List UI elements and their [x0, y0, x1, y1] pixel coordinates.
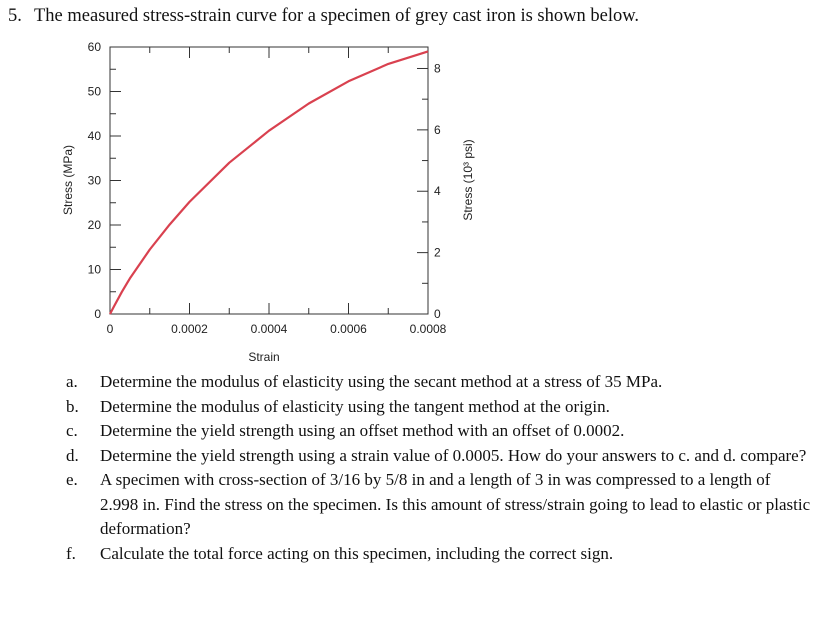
question-letter: a. — [66, 372, 78, 391]
y-tick-label: 20 — [88, 218, 102, 232]
tick-labels: 0 0.0002 0.0004 0.0006 0.0008010203040506002… — [88, 40, 447, 336]
x-axis-label: Strain — [248, 350, 279, 364]
y-tick-label: 30 — [88, 174, 102, 188]
secondary-y-axis-label: Stress (10³ psi) — [461, 139, 475, 220]
question-list: a. Determine the modulus of elasticity us… — [66, 370, 811, 566]
series-group — [109, 50, 429, 315]
question-text: Determine the yield strength using an of… — [100, 421, 625, 440]
y2-tick-label: 6 — [434, 123, 441, 137]
question-item: e. A specimen with cross-section of 3/16 … — [66, 468, 811, 542]
question-text: A specimen with cross-section of 3/16 by… — [100, 470, 811, 538]
y-tick-label: 40 — [88, 129, 102, 143]
question-item: a. Determine the modulus of elasticity us… — [66, 370, 811, 395]
stress-strain-curve — [109, 50, 429, 315]
x-tick-label: 0 — [107, 322, 114, 336]
question-text: Calculate the total force acting on this… — [100, 543, 614, 563]
y2-tick-label: 2 — [434, 246, 441, 260]
x-tick-label: 0.0006 — [330, 322, 367, 336]
y-tick-label: 0 — [94, 307, 101, 321]
problem-header: 5. The measured stress-strain curve for a… — [8, 6, 639, 27]
y2-tick-label: 0 — [434, 307, 441, 321]
y2-tick-label: 4 — [434, 184, 441, 198]
question-item: f. Calculate the total force acting on th… — [66, 542, 811, 567]
y-tick-label: 50 — [88, 85, 102, 99]
y-tick-label: 10 — [88, 263, 102, 277]
question-text: Determine the yield strength using a str… — [100, 445, 807, 465]
question-letter: c. — [66, 421, 78, 440]
question-item: b. Determine the modulus of elasticity us… — [66, 395, 811, 420]
x-tick-label: 0.0008 — [410, 322, 447, 336]
question-text: Determine the modulus of elasticity usin… — [100, 372, 663, 391]
question-letter: d. — [66, 445, 79, 465]
problem-statement: The measured stress-strain curve for a s… — [34, 6, 639, 26]
y-tick-label: 60 — [88, 40, 102, 54]
problem-number: 5. — [8, 6, 22, 26]
question-text: Determine the modulus of elasticity usin… — [100, 396, 610, 416]
stress-strain-chart: 0 0.0002 0.0004 0.0006 0.0008010203040506002… — [61, 40, 475, 364]
plot-area-border — [109, 46, 429, 315]
question-item: d. Determine the yield strength using a s… — [66, 444, 811, 469]
ticks — [109, 46, 429, 315]
question-letter: e. — [66, 470, 78, 489]
x-tick-label: 0.0002 — [171, 322, 208, 336]
plot-frame — [109, 46, 429, 315]
question-letter: f. — [66, 543, 76, 563]
question-item: c. Determine the yield strength using an … — [66, 419, 811, 444]
y2-tick-label: 8 — [434, 61, 441, 75]
question-letter: b. — [66, 396, 79, 416]
x-tick-label: 0.0004 — [251, 322, 288, 336]
y-axis-label: Stress (MPa) — [61, 145, 75, 215]
